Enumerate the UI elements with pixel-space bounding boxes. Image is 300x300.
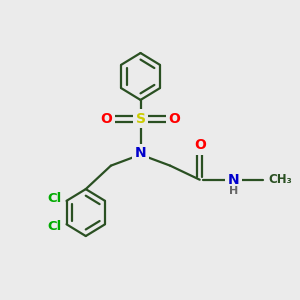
Text: H: H <box>229 186 239 196</box>
Text: S: S <box>136 112 146 126</box>
Text: O: O <box>194 138 206 152</box>
Text: Cl: Cl <box>47 220 61 233</box>
Text: N: N <box>135 146 146 160</box>
Text: CH₃: CH₃ <box>269 172 292 186</box>
Text: N: N <box>135 146 146 160</box>
Text: O: O <box>169 112 181 126</box>
Text: O: O <box>100 112 112 126</box>
Text: N: N <box>228 173 240 187</box>
Text: Cl: Cl <box>47 192 61 205</box>
